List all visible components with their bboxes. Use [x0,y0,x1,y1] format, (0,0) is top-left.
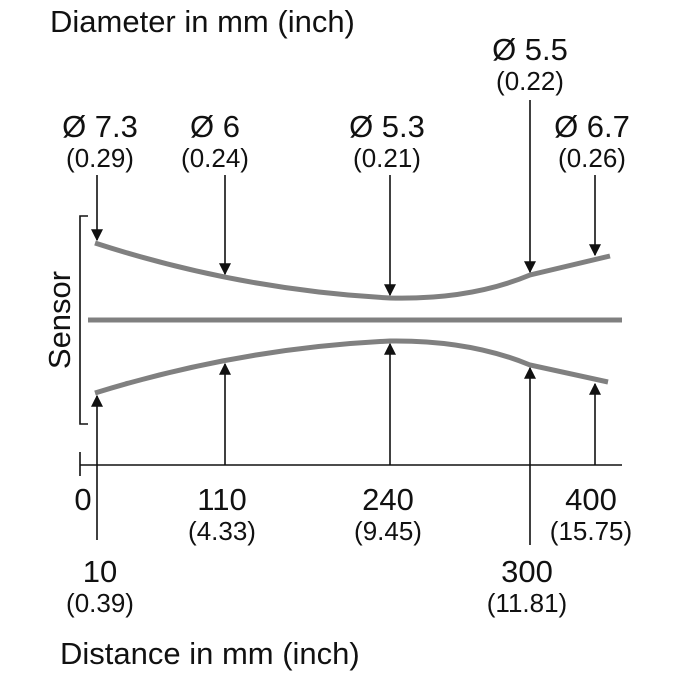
beam-lower [94,338,609,396]
distance-inch: (0.39) [66,588,134,618]
diameter-mm: Ø 7.3 [62,109,138,144]
distance-inch: (11.81) [487,588,567,618]
diameter-inch: (0.21) [353,143,421,173]
diameter-mm: Ø 6 [190,109,240,144]
distance-mm: 110 [197,482,246,517]
distance-mm: 0 [74,482,91,517]
beam-upper [94,240,611,301]
distance-mm: 240 [362,482,414,517]
diameter-inch: (0.26) [558,143,626,173]
distance-inch: (9.45) [354,516,422,546]
distance-inch: (4.33) [188,516,256,546]
sensor-label: Sensor [42,271,77,369]
title: Diameter in mm (inch) [50,4,355,39]
sensor-bracket [79,215,88,425]
x-axis-title: Distance in mm (inch) [60,636,360,671]
diameter-inch: (0.24) [181,143,249,173]
diameter-mm: Ø 5.5 [492,32,568,67]
diameter-inch: (0.22) [496,66,564,96]
distance-mm: 300 [501,554,553,589]
distance-mm: 400 [565,482,617,517]
diameter-mm: Ø 6.7 [554,109,630,144]
distance-inch: (15.75) [550,516,632,546]
diameter-mm: Ø 5.3 [349,109,425,144]
distance-mm: 10 [83,554,117,589]
diameter-inch: (0.29) [66,143,134,173]
